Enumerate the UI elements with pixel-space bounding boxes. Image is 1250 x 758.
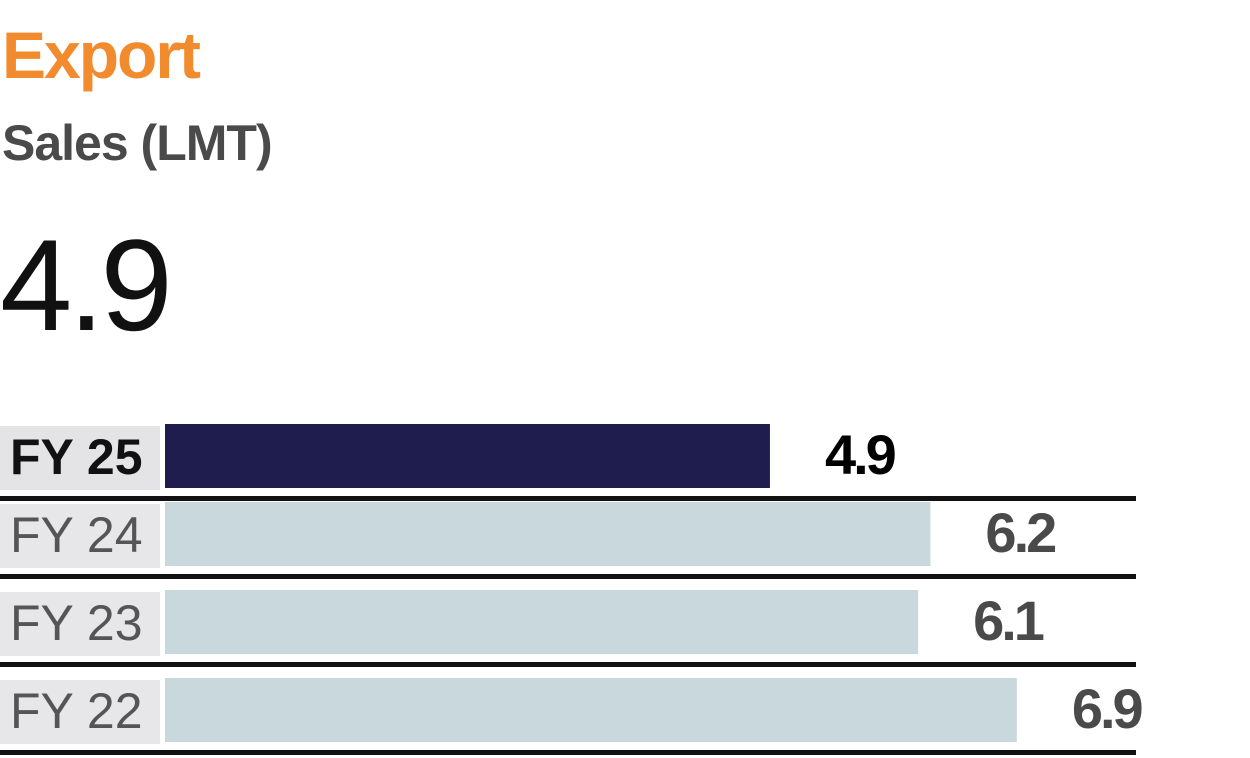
- category-label: FY 24: [10, 507, 143, 563]
- category-label: FY 25: [10, 429, 143, 485]
- data-label: 6.2: [985, 501, 1055, 564]
- chart-title: Export: [2, 18, 201, 92]
- row-divider: [0, 750, 1136, 755]
- row-divider: [0, 496, 1136, 501]
- row-divider: [0, 662, 1136, 667]
- bar: [165, 424, 770, 488]
- category-label: FY 22: [10, 683, 143, 739]
- category-label-bg: [0, 592, 160, 656]
- row-divider: [0, 574, 1136, 579]
- chart-subtitle: Sales (LMT): [2, 115, 273, 171]
- bar: [165, 678, 1017, 742]
- data-label: 4.9: [825, 423, 896, 486]
- headline-value: 4.9: [0, 212, 173, 358]
- category-label-bg: [0, 680, 160, 744]
- category-label-bg: [0, 426, 160, 490]
- bar: [165, 590, 919, 654]
- data-label: 6.9: [1072, 677, 1143, 740]
- category-label-bg: [0, 504, 160, 568]
- bar: [165, 502, 931, 566]
- category-label: FY 23: [10, 595, 143, 651]
- data-label: 6.1: [973, 589, 1044, 652]
